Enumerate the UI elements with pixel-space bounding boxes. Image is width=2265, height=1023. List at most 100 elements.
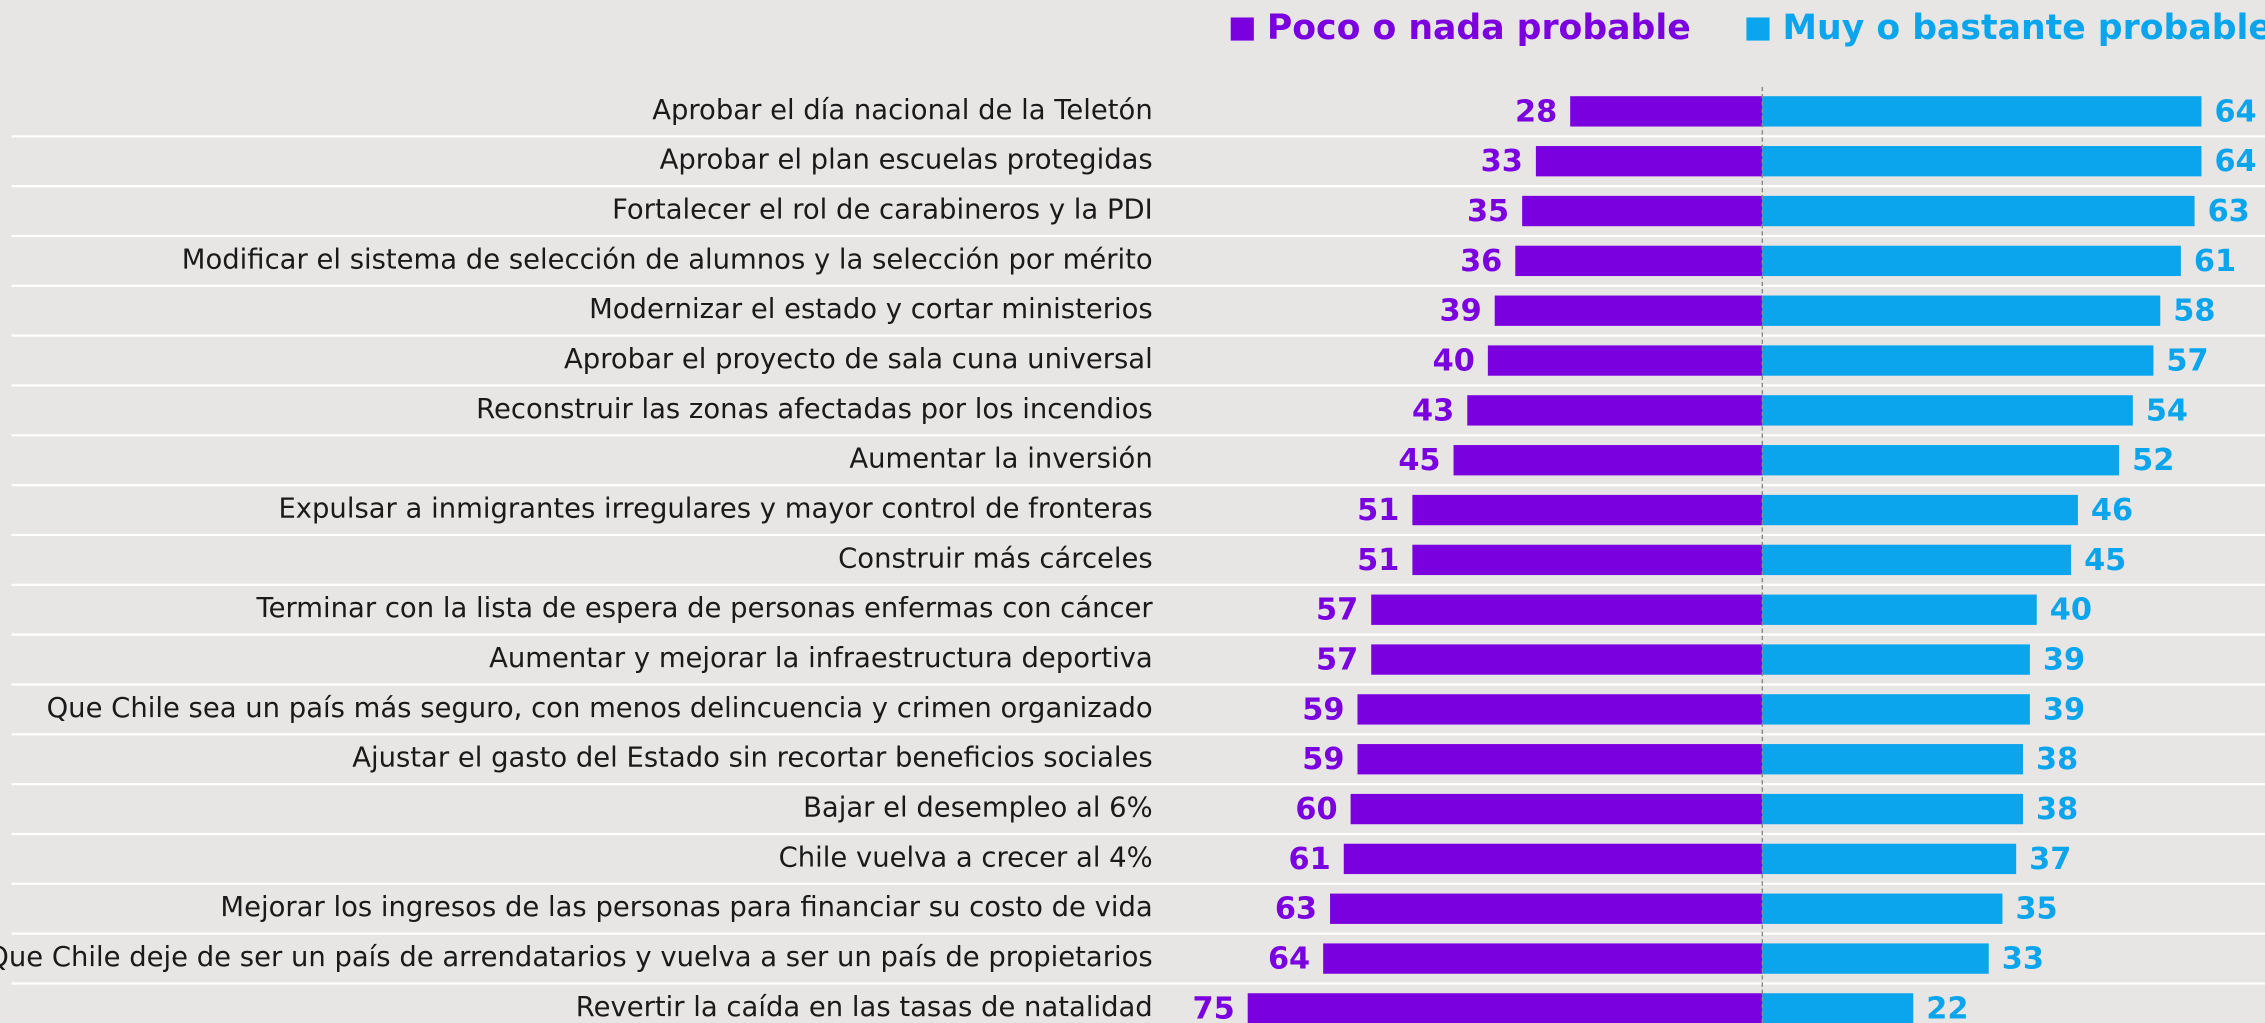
category-label: Expulsar a inmigrantes irregulares y may… [278,494,1152,525]
value-label: 60 [1295,792,1337,827]
category-label: Modernizar el estado y cortar ministerio… [589,294,1153,325]
bar [1762,494,2078,526]
bar [1762,793,2024,825]
value-label: 33 [1481,144,1523,179]
value-label: 39 [2043,692,2085,727]
value-label: 51 [1357,543,1399,578]
bar [1487,345,1763,376]
value-label: 51 [1357,493,1399,528]
bar [1357,694,1763,725]
value-label: 57 [1316,643,1358,678]
category-label: Chile vuelva a crecer al 4% [779,842,1153,873]
value-label: 43 [1412,393,1454,428]
bar [1412,494,1763,526]
value-label: 61 [1289,842,1331,877]
legend-label: Poco o nada probable [1267,8,1691,48]
bar [1343,843,1763,875]
bar [1371,644,1763,675]
value-label: 64 [1268,942,1310,977]
legend-swatch [1230,17,1254,41]
category-label: Reconstruir las zonas afectadas por los … [476,394,1153,425]
value-label: 61 [2194,244,2236,279]
bar [1453,445,1763,476]
bar [1762,445,2120,476]
category-label: Aumentar y mejorar la infraestructura de… [489,643,1153,674]
value-label: 33 [2002,942,2044,977]
bar [1762,295,2161,326]
bar [1762,943,1989,974]
bar [1412,544,1763,576]
bar [1762,843,2017,875]
value-label: 45 [1398,443,1440,478]
category-label: Aumentar la inversión [849,444,1152,475]
value-label: 59 [1302,692,1344,727]
legend-swatch [1746,17,1770,41]
category-label: Que Chile sea un país más seguro, con me… [47,693,1153,724]
bar [1762,644,2030,675]
value-label: 46 [2091,493,2133,528]
category-label: Que Chile deje de ser un país de arrenda… [0,942,1153,973]
bar [1330,893,1763,924]
bar [1323,943,1763,974]
value-label: 54 [2146,393,2188,428]
bar [1371,594,1763,625]
category-label: Ajustar el gasto del Estado sin recortar… [352,743,1153,774]
value-label: 35 [2015,892,2057,927]
bar [1357,744,1763,775]
category-label: Fortalecer el rol de carabineros y la PD… [612,195,1153,226]
bar [1522,195,1763,227]
category-label: Revertir la caída en las tasas de natali… [576,992,1153,1023]
category-label: Mejorar los ingresos de las personas par… [220,892,1152,923]
value-label: 38 [2036,742,2078,777]
category-label: Bajar el desempleo al 6% [803,793,1153,824]
bar [1570,96,1763,127]
bar [1762,744,2024,775]
bar [1762,96,2202,127]
value-label: 63 [2208,194,2250,229]
bar [1350,793,1763,825]
value-label: 38 [2036,792,2078,827]
value-label: 52 [2132,443,2174,478]
bar [1467,395,1763,426]
value-label: 39 [1439,294,1481,329]
bar [1762,146,2202,177]
value-label: 40 [1433,343,1475,378]
bar [1762,345,2154,376]
bar [1762,395,2133,426]
category-label: Terminar con la lista de espera de perso… [256,593,1154,624]
value-label: 45 [2084,543,2126,578]
bar [1762,245,2181,277]
value-label: 64 [2214,94,2256,129]
value-label: 64 [2214,144,2256,179]
bar [1494,295,1763,326]
value-label: 39 [2043,643,2085,678]
value-label: 37 [2029,842,2071,877]
value-label: 36 [1460,244,1502,279]
bar [1762,195,2195,227]
bar [1762,544,2072,576]
value-label: 40 [2050,593,2092,628]
bar [1762,594,2037,625]
value-label: 35 [1467,194,1509,229]
category-label: Modificar el sistema de selección de alu… [182,244,1153,275]
category-label: Aprobar el día nacional de la Teletón [652,95,1153,126]
value-label: 63 [1275,892,1317,927]
value-label: 75 [1192,991,1234,1023]
bar [1535,146,1763,177]
bar [1762,993,1914,1023]
value-label: 59 [1302,742,1344,777]
bar [1762,694,2030,725]
value-label: 58 [2173,294,2215,329]
bar [1247,993,1763,1023]
value-label: 28 [1515,94,1557,129]
legend-label: Muy o bastante probable [1783,8,2265,48]
value-label: 57 [2166,343,2208,378]
value-label: 57 [1316,593,1358,628]
bar [1515,245,1763,277]
value-label: 22 [1926,991,1968,1023]
category-label: Aprobar el plan escuelas protegidas [660,145,1153,176]
bar [1762,893,2003,924]
category-label: Construir más cárceles [838,543,1153,574]
category-label: Aprobar el proyecto de sala cuna univers… [564,344,1153,375]
